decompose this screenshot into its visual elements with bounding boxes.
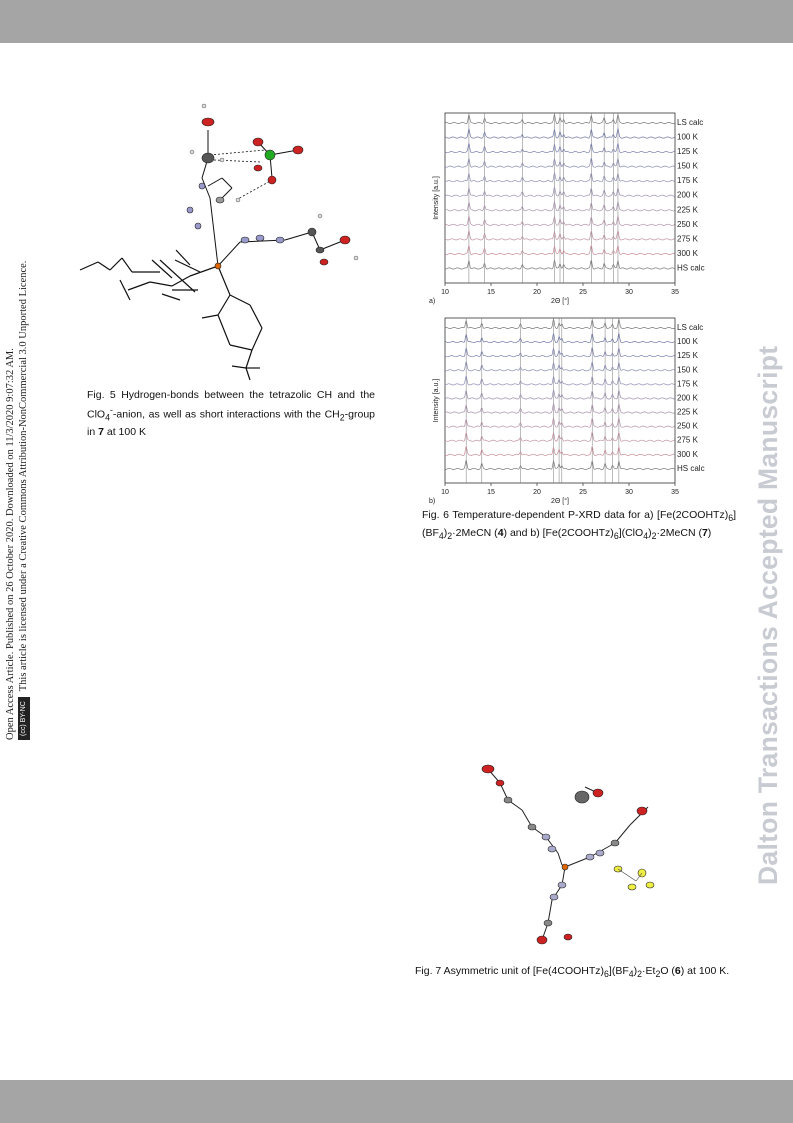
- fig6a-pxrd-chart: LS calc 100 K 125 K 150 K 175 K 200 K 225 K 250…: [429, 112, 705, 305]
- series-line-125-k: [444, 142, 675, 154]
- fig7-caption: Fig. 7 Asymmetric unit of [Fe(4COOHTz)6]…: [415, 965, 730, 980]
- legend-label: 225 K: [677, 205, 699, 214]
- series-line-275-k: [444, 229, 675, 241]
- series-line-150-k: [444, 157, 675, 168]
- legend-label: LS calc: [677, 118, 703, 127]
- panel-label: b): [429, 498, 435, 505]
- legend-label: 125 K: [677, 351, 699, 360]
- series-line-hs-calc: [444, 259, 675, 270]
- legend-label: 200 K: [677, 393, 699, 402]
- legend-label: 300 K: [677, 249, 699, 258]
- x-tick-label: 15: [487, 489, 495, 496]
- x-tick-label: 30: [625, 489, 633, 496]
- x-axis-label: 2Θ [°]: [551, 297, 569, 305]
- plot-frame: [444, 317, 676, 484]
- legend-label: 150 K: [677, 365, 699, 374]
- fig7-asymmetric-unit: [481, 764, 655, 945]
- x-tick-label: 35: [671, 489, 679, 496]
- y-axis-label: Intensity [a.u.]: [433, 379, 440, 423]
- series-line-225-k: [444, 200, 675, 212]
- series-line-hs-calc: [445, 459, 675, 470]
- x-tick-label: 25: [579, 489, 587, 496]
- legend-label: 175 K: [677, 176, 699, 185]
- footer-bar: [0, 1080, 793, 1123]
- licence-notice[interactable]: This article is licensed under a Creativ…: [18, 260, 29, 692]
- publication-notice: Open Access Article. Published on 26 Oct…: [5, 348, 16, 740]
- panel-label: a): [429, 298, 435, 305]
- fig5-molecular-structure: [79, 103, 359, 381]
- x-tick-label: 15: [487, 289, 495, 296]
- series-line-250-k: [444, 417, 675, 428]
- x-tick-label: 10: [441, 489, 449, 496]
- open-access-notice: Open Access Article. Published on 26 Oct…: [4, 40, 44, 740]
- fig6b-pxrd-chart: LS calc 100 K 125 K 150 K 175 K 200 K 225 K 250…: [429, 317, 705, 505]
- x-tick-label: 20: [533, 289, 541, 296]
- series-line-ls-calc: [444, 318, 675, 329]
- legend-label: LS calc: [677, 323, 703, 332]
- series-line-150-k: [444, 360, 675, 372]
- legend-label: 175 K: [677, 379, 699, 388]
- series-line-200-k: [444, 389, 675, 400]
- series-line-125-k: [444, 346, 675, 358]
- creative-commons-badge[interactable]: (cc) BY-NC: [17, 697, 30, 740]
- x-tick-label: 35: [671, 289, 679, 296]
- x-tick-label: 10: [441, 289, 449, 296]
- legend-label: 250 K: [677, 220, 699, 229]
- series-line-250-k: [444, 215, 675, 226]
- series-line-225-k: [444, 402, 675, 414]
- legend-label: 275 K: [677, 436, 699, 445]
- legend-label: 250 K: [677, 422, 699, 431]
- series-line-175-k: [444, 172, 675, 183]
- x-tick-label: 30: [625, 289, 633, 296]
- x-axis-label: 2Θ [°]: [551, 497, 569, 505]
- series-line-275-k: [444, 431, 675, 442]
- series-line-100-k: [444, 332, 675, 344]
- series-line-175-k: [444, 374, 675, 386]
- journal-watermark: Dalton Transactions Accepted Manuscript: [753, 345, 783, 885]
- x-tick-label: 25: [579, 289, 587, 296]
- fig6-caption: Fig. 6 Temperature-dependent P-XRD data …: [422, 509, 736, 541]
- y-axis-label: Intensity [a.u.]: [433, 176, 440, 220]
- legend-label: 150 K: [677, 162, 699, 171]
- legend-label: 200 K: [677, 191, 699, 200]
- series-line-200-k: [444, 186, 675, 197]
- legend-label: HS calc: [677, 464, 705, 473]
- legend-label: 100 K: [677, 337, 699, 346]
- x-tick-label: 20: [533, 489, 541, 496]
- header-bar: [0, 0, 793, 43]
- series-line-300-k: [444, 244, 675, 255]
- legend-label: 225 K: [677, 408, 699, 417]
- fig5-caption: Fig. 5 Hydrogen-bonds between the tetraz…: [87, 389, 375, 438]
- legend-label: 100 K: [677, 133, 699, 142]
- legend-label: 275 K: [677, 234, 699, 243]
- legend-label: 300 K: [677, 450, 699, 459]
- series-line-100-k: [444, 127, 675, 139]
- series-line-300-k: [444, 445, 675, 456]
- legend-label: HS calc: [677, 263, 705, 272]
- series-line-ls-calc: [444, 113, 675, 124]
- legend-label: 125 K: [677, 147, 699, 156]
